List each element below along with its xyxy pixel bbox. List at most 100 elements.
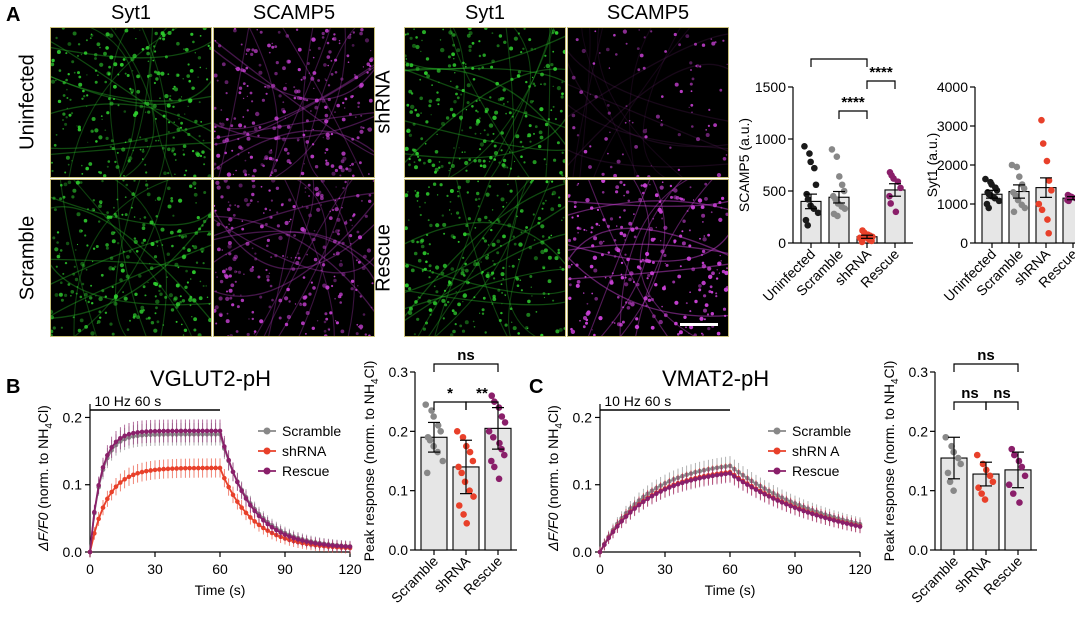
puncta-dot [195, 202, 198, 204]
puncta-dot [491, 139, 494, 143]
puncta-dot [89, 296, 93, 300]
puncta-dot [219, 279, 224, 284]
puncta-dot [613, 322, 616, 324]
puncta-dot [271, 83, 276, 88]
puncta-dot [191, 244, 194, 248]
series-point [248, 515, 253, 520]
puncta-dot [705, 129, 708, 131]
puncta-dot [478, 117, 481, 120]
legend-label: shRNA [282, 443, 327, 459]
puncta-dot [145, 183, 149, 187]
puncta-dot [527, 299, 531, 304]
puncta-dot [686, 210, 689, 212]
puncta-dot [476, 191, 480, 196]
puncta-dot [474, 260, 476, 262]
puncta-dot [354, 75, 359, 80]
y-tick-label: 2000 [937, 157, 968, 173]
data-point [489, 433, 497, 441]
puncta-dot [216, 166, 221, 170]
puncta-dot [313, 87, 315, 90]
puncta-dot [473, 159, 477, 163]
series-point [113, 484, 119, 489]
puncta-dot [342, 101, 345, 105]
puncta-dot [611, 272, 614, 275]
puncta-dot [304, 191, 307, 193]
puncta-dot [417, 296, 420, 298]
puncta-dot [90, 34, 94, 37]
puncta-dot [77, 43, 81, 46]
puncta-dot [218, 296, 223, 301]
puncta-dot [452, 329, 456, 334]
puncta-dot [673, 188, 678, 193]
puncta-dot [663, 253, 667, 257]
neurite-strand [40, 33, 222, 59]
puncta-dot [258, 70, 263, 75]
puncta-dot [153, 281, 157, 286]
puncta-dot [495, 81, 499, 86]
neurite-strand [394, 67, 576, 159]
puncta-dot [167, 73, 170, 76]
data-point [459, 433, 467, 441]
puncta-dot [551, 180, 554, 183]
neurite-strand [40, 230, 222, 290]
x-axis-label: Time (s) [195, 582, 246, 598]
puncta-dot [246, 132, 250, 136]
puncta-dot [158, 284, 162, 288]
puncta-dot [492, 260, 494, 262]
puncta-dot [553, 67, 557, 71]
puncta-dot [719, 88, 723, 92]
puncta-dot [618, 216, 622, 219]
puncta-dot [496, 44, 500, 48]
puncta-dot [140, 305, 145, 310]
data-point [838, 181, 846, 189]
puncta-dot [694, 42, 697, 46]
puncta-dot [561, 219, 563, 222]
data-point [807, 158, 814, 166]
legend-label: Scramble [282, 423, 341, 439]
puncta-dot [300, 171, 305, 176]
puncta-dot [259, 319, 264, 324]
puncta-dot [77, 71, 80, 75]
puncta-dot [494, 158, 497, 161]
puncta-dot [103, 51, 107, 56]
puncta-dot [718, 272, 720, 274]
puncta-dot [59, 197, 63, 201]
puncta-dot [305, 119, 309, 123]
puncta-dot [502, 103, 505, 105]
puncta-dot [83, 218, 88, 223]
puncta-dot [334, 199, 337, 202]
puncta-dot [184, 128, 188, 131]
puncta-dot [511, 115, 514, 118]
puncta-dot [132, 313, 137, 318]
neurite-strand [557, 32, 739, 124]
puncta-dot [456, 48, 461, 53]
neurite-strand [557, 95, 739, 150]
bar-rescue [1062, 197, 1075, 244]
puncta-dot [647, 273, 651, 278]
puncta-dot [212, 308, 217, 313]
puncta-dot [688, 106, 690, 108]
puncta-dot [519, 140, 523, 144]
puncta-dot [680, 197, 684, 201]
puncta-dot [144, 163, 147, 166]
series-point [801, 508, 806, 514]
data-point [430, 413, 437, 420]
puncta-dot [524, 114, 528, 118]
puncta-dot [280, 203, 284, 207]
puncta-dot [336, 103, 340, 108]
puncta-dot [321, 99, 326, 103]
puncta-dot [516, 284, 520, 287]
puncta-dot [88, 162, 93, 166]
puncta-dot [105, 136, 109, 140]
puncta-dot [160, 227, 165, 232]
puncta-dot [512, 79, 514, 81]
puncta-dot [70, 112, 74, 115]
data-point [498, 413, 506, 420]
puncta-dot [664, 262, 666, 265]
puncta-dot [80, 261, 85, 266]
puncta-dot [543, 82, 547, 86]
puncta-dot [225, 268, 228, 271]
puncta-dot [648, 226, 654, 232]
series-point [597, 549, 603, 555]
puncta-dot [344, 97, 348, 101]
